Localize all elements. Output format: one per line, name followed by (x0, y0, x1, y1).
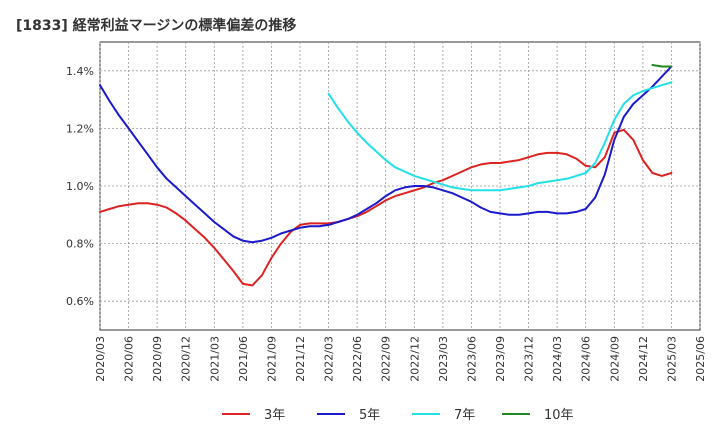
legend-label: 5年 (359, 408, 380, 423)
chart-title: [1833] 経常利益マージンの標準偏差の推移 (16, 17, 296, 34)
x-tick-label: 2020/09 (151, 336, 164, 382)
series-line-7年 (327, 81, 673, 192)
y-tick-label: 0.8% (66, 238, 94, 251)
legend-label: 7年 (454, 408, 475, 423)
x-tick-label: 2021/12 (294, 336, 307, 382)
series-group (99, 64, 673, 287)
y-tick-label: 1.2% (66, 122, 94, 135)
y-tick-label: 1.4% (66, 65, 94, 78)
x-tick-label: 2021/06 (237, 336, 250, 382)
series-line-3年 (99, 128, 673, 287)
x-tick-label: 2023/03 (437, 336, 450, 382)
grid (99, 42, 701, 330)
y-tick-label: 1.0% (66, 180, 94, 193)
y-axis: 0.6% 0.8% 1.0% 1.2% 1.4% (66, 65, 94, 308)
x-tick-label: 2021/03 (208, 336, 221, 382)
legend-label: 3年 (264, 408, 285, 423)
x-tick-label: 2025/06 (694, 336, 707, 382)
x-tick-label: 2022/06 (351, 336, 364, 382)
y-tick-label: 0.6% (66, 295, 94, 308)
x-tick-label: 2020/06 (123, 336, 136, 382)
legend-label: 10年 (544, 408, 574, 423)
x-tick-label: 2025/03 (665, 336, 678, 382)
x-tick-label: 2024/12 (637, 336, 650, 382)
x-tick-label: 2024/03 (551, 336, 564, 382)
x-tick-label: 2023/12 (523, 336, 536, 382)
x-tick-label: 2024/09 (608, 336, 621, 382)
x-tick-label: 2023/09 (494, 336, 507, 382)
legend: 3年 5年 7年 10年 (222, 408, 574, 423)
x-tick-label: 2020/12 (180, 336, 193, 382)
x-tick-label: 2022/03 (323, 336, 336, 382)
series-line-10年 (651, 64, 673, 68)
x-tick-label: 2022/12 (408, 336, 421, 382)
x-tick-label: 2020/03 (94, 336, 107, 382)
x-tick-label: 2023/06 (465, 336, 478, 382)
x-tick-label: 2021/09 (265, 336, 278, 382)
x-tick-label: 2022/09 (380, 336, 393, 382)
series-line-5年 (99, 65, 673, 244)
x-tick-label: 2024/06 (580, 336, 593, 382)
x-axis: 2020/03 2020/06 2020/09 2020/12 2021/03 2021/… (94, 336, 707, 382)
